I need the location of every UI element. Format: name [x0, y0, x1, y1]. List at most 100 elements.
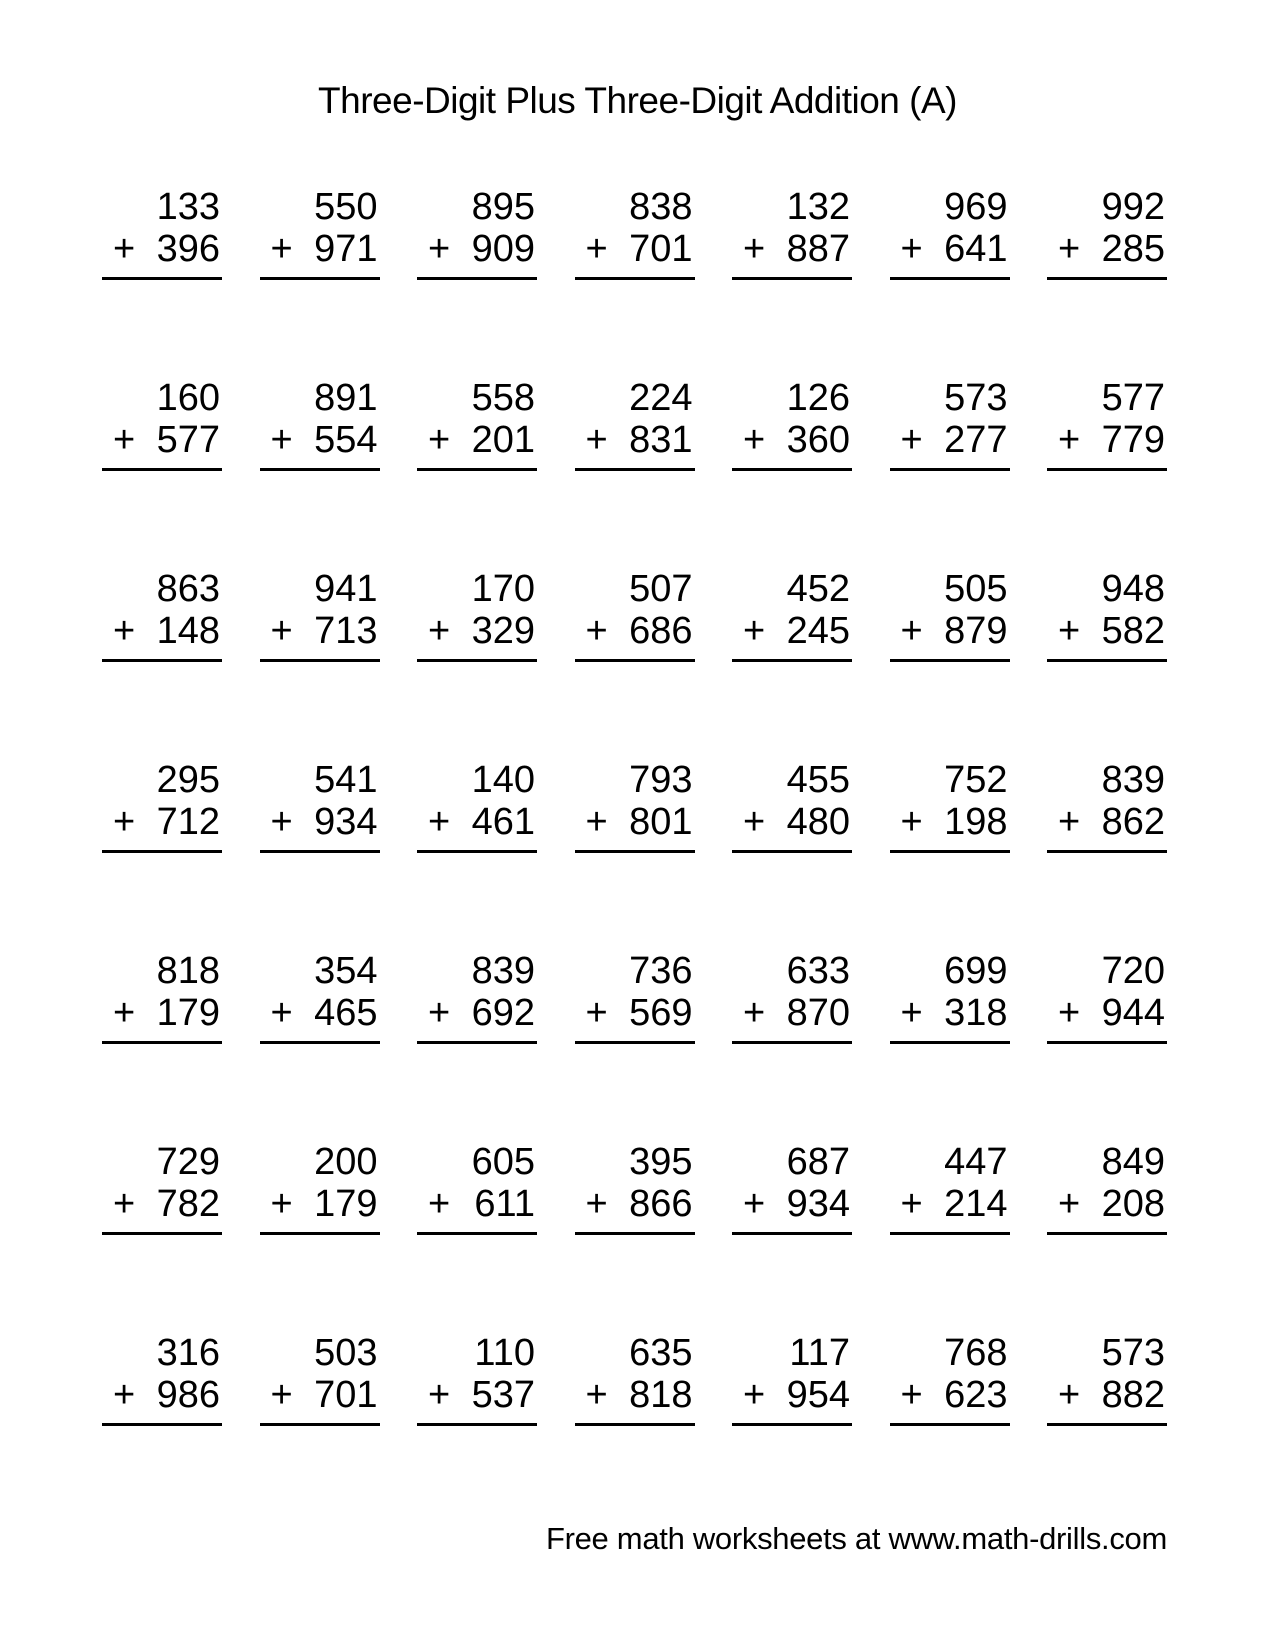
addend-top: 948: [1101, 568, 1165, 610]
addend-bottom-line: +909: [417, 228, 537, 270]
plus-operator: +: [900, 1183, 923, 1225]
addend-top: 573: [944, 377, 1008, 419]
addend-top: 507: [629, 568, 693, 610]
addend-top: 863: [156, 568, 220, 610]
addend-top: 505: [944, 568, 1008, 610]
addend-bottom: 831: [629, 419, 693, 461]
addend-top: 452: [786, 568, 850, 610]
addend-bottom-line: +887: [732, 228, 852, 270]
addend-bottom: 577: [156, 419, 220, 461]
problem-cell: 505 +879: [889, 567, 1010, 662]
problem-cell: 839 +692: [417, 949, 537, 1044]
problem-cell: 558 +201: [417, 376, 537, 471]
addend-bottom-line: +954: [732, 1374, 852, 1416]
addend-bottom: 480: [786, 801, 850, 843]
addend-bottom-line: +882: [1047, 1374, 1167, 1416]
problem-cell: 452 +245: [732, 567, 852, 662]
addend-bottom-line: +686: [575, 610, 695, 652]
problem-cell: 550 +971: [259, 185, 380, 280]
addend-bottom: 986: [156, 1374, 220, 1416]
addend-top: 354: [314, 950, 378, 992]
addend-bottom: 396: [156, 228, 220, 270]
plus-operator: +: [1058, 419, 1081, 461]
addend-bottom-line: +245: [732, 610, 852, 652]
plus-operator: +: [900, 801, 923, 843]
problem-cell: 447 +214: [889, 1140, 1010, 1235]
problem-cell: 140 +461: [417, 758, 537, 853]
addend-bottom-line: +569: [575, 992, 695, 1034]
addend-top: 117: [789, 1332, 850, 1374]
addend-top: 838: [629, 186, 693, 228]
problem-cell: 736 +569: [574, 949, 695, 1044]
addend-bottom-line: +701: [575, 228, 695, 270]
addend-bottom: 360: [786, 419, 850, 461]
addend-top: 687: [786, 1141, 850, 1183]
problem-cell: 133 +396: [102, 185, 222, 280]
addend-bottom: 179: [156, 992, 220, 1034]
problem-cell: 507 +686: [574, 567, 695, 662]
problem-cell: 503 +701: [259, 1331, 380, 1426]
plus-operator: +: [585, 419, 608, 461]
addend-top: 447: [944, 1141, 1008, 1183]
addend-top: 895: [471, 186, 535, 228]
addend-bottom: 934: [314, 801, 378, 843]
addend-top: 503: [314, 1332, 378, 1374]
addend-bottom: 879: [944, 610, 1008, 652]
addend-bottom: 641: [944, 228, 1008, 270]
problem-cell: 699 +318: [889, 949, 1010, 1044]
addend-bottom: 701: [629, 228, 693, 270]
problem-cell: 768 +623: [889, 1331, 1010, 1426]
addend-bottom-line: +782: [102, 1183, 222, 1225]
addend-top: 295: [156, 759, 220, 801]
addend-bottom-line: +641: [890, 228, 1010, 270]
addend-bottom-line: +179: [102, 992, 222, 1034]
addend-bottom-line: +712: [102, 801, 222, 843]
addend-bottom: 818: [629, 1374, 693, 1416]
plus-operator: +: [585, 228, 608, 270]
addend-bottom: 611: [474, 1183, 535, 1225]
addend-bottom: 208: [1101, 1183, 1165, 1225]
addend-top: 818: [156, 950, 220, 992]
plus-operator: +: [900, 1374, 923, 1416]
addend-top: 720: [1101, 950, 1165, 992]
addend-bottom: 214: [944, 1183, 1008, 1225]
addend-bottom-line: +862: [1047, 801, 1167, 843]
addend-bottom: 318: [944, 992, 1008, 1034]
addend-top: 126: [786, 377, 850, 419]
problem-cell: 541 +934: [259, 758, 380, 853]
addend-bottom-line: +329: [417, 610, 537, 652]
addend-bottom-line: +396: [102, 228, 222, 270]
addend-top: 992: [1101, 186, 1165, 228]
addend-top: 577: [1101, 377, 1165, 419]
addend-bottom: 537: [471, 1374, 535, 1416]
addend-bottom: 554: [314, 419, 378, 461]
addend-bottom-line: +577: [102, 419, 222, 461]
plus-operator: +: [585, 801, 608, 843]
addend-top: 200: [314, 1141, 378, 1183]
problem-cell: 354 +465: [259, 949, 380, 1044]
addend-top: 891: [314, 377, 378, 419]
addend-top: 550: [314, 186, 378, 228]
addend-bottom: 569: [629, 992, 693, 1034]
addend-top: 316: [156, 1332, 220, 1374]
addend-bottom: 582: [1101, 610, 1165, 652]
addend-bottom-line: +201: [417, 419, 537, 461]
plus-operator: +: [428, 1183, 451, 1225]
addend-bottom: 801: [629, 801, 693, 843]
plus-operator: +: [270, 419, 293, 461]
plus-operator: +: [1058, 1183, 1081, 1225]
addend-top: 160: [156, 377, 220, 419]
addend-bottom: 285: [1101, 228, 1165, 270]
addend-bottom-line: +148: [102, 610, 222, 652]
problem-cell: 891 +554: [259, 376, 380, 471]
addend-bottom-line: +934: [260, 801, 380, 843]
plus-operator: +: [585, 1374, 608, 1416]
plus-operator: +: [428, 419, 451, 461]
problem-cell: 160 +577: [102, 376, 222, 471]
plus-operator: +: [1058, 610, 1081, 652]
addend-bottom: 713: [314, 610, 378, 652]
addend-bottom: 465: [314, 992, 378, 1034]
addend-bottom: 971: [314, 228, 378, 270]
problem-cell: 992 +285: [1047, 185, 1167, 280]
addend-bottom-line: +214: [890, 1183, 1010, 1225]
